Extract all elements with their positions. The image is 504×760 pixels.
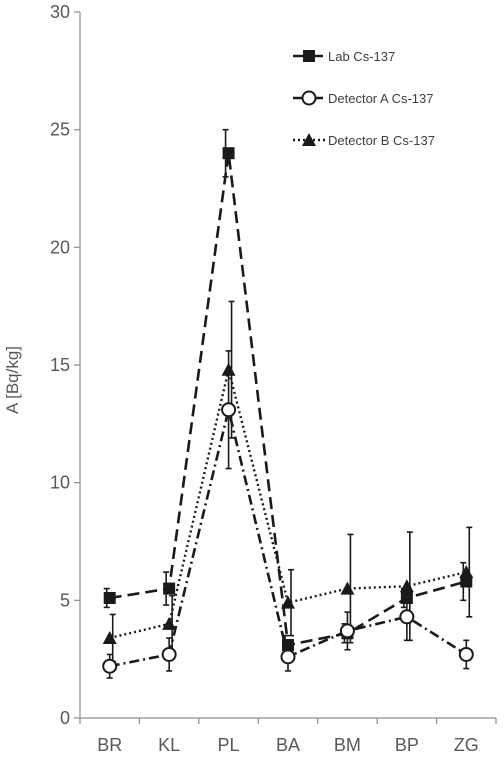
y-axis-title: A [Bq/kg]	[3, 346, 22, 414]
data-point-lab-cs-137	[460, 575, 473, 588]
data-point-detector-b-cs-137	[281, 595, 295, 609]
x-tick-label: PL	[218, 735, 240, 755]
legend-marker	[303, 50, 315, 62]
legend-item-lab-cs-137: Lab Cs-137	[293, 49, 395, 64]
legend-marker	[302, 133, 316, 146]
legend-label: Detector B Cs-137	[328, 133, 435, 148]
x-tick-label: ZG	[454, 735, 479, 755]
y-tick-label: 0	[60, 708, 70, 728]
y-tick-label: 15	[50, 355, 70, 375]
data-point-detector-a-cs-137	[280, 649, 296, 665]
y-tick-label: 10	[50, 473, 70, 493]
data-point-detector-a-cs-137	[399, 609, 415, 625]
data-point-detector-b-cs-137	[162, 616, 177, 630]
data-point-detector-b-cs-137	[102, 630, 117, 644]
x-tick-label: BA	[276, 735, 300, 755]
x-tick-label: BR	[97, 735, 122, 755]
series-line-detector-a-cs-137	[109, 409, 467, 668]
y-tick-label: 25	[50, 120, 70, 140]
legend: Lab Cs-137 Detector A Cs-137 Detector B Cs…	[293, 49, 435, 148]
y-tick-label: 5	[60, 590, 70, 610]
data-point-detector-a-cs-137	[458, 646, 474, 662]
legend-marker	[301, 90, 317, 106]
data-point-detector-a-cs-137	[339, 623, 355, 639]
data-point-lab-cs-137	[222, 147, 235, 160]
x-tick-label: BP	[395, 735, 419, 755]
data-point-detector-b-cs-137	[399, 579, 414, 593]
data-point-detector-b-cs-137	[221, 362, 236, 376]
legend-item-detector-b-cs-137: Detector B Cs-137	[293, 133, 435, 148]
markers	[102, 147, 474, 674]
x-ticks: BR KL PL BA BM BP ZG	[79, 718, 497, 755]
y-tick-label: 20	[50, 237, 70, 257]
y-tick-label: 30	[50, 2, 70, 22]
data-point-detector-b-cs-137	[340, 581, 355, 595]
legend-label: Lab Cs-137	[328, 49, 395, 64]
data-point-detector-b-cs-137	[459, 565, 474, 579]
axes	[79, 12, 496, 719]
legend-item-detector-a-cs-137: Detector A Cs-137	[293, 90, 434, 106]
x-tick-label: KL	[158, 735, 180, 755]
data-point-detector-a-cs-137	[221, 402, 237, 418]
data-point-lab-cs-137	[400, 591, 413, 604]
y-ticks: 0 5 10 15 20 25 30	[50, 2, 80, 728]
legend-label: Detector A Cs-137	[328, 91, 434, 106]
data-point-detector-a-cs-137	[161, 646, 177, 662]
x-tick-label: BM	[334, 735, 361, 755]
data-point-detector-a-cs-137	[102, 658, 118, 674]
series-line-lab-cs-137	[109, 153, 467, 647]
data-point-lab-cs-137	[163, 582, 176, 595]
data-point-lab-cs-137	[103, 591, 116, 604]
data-point-lab-cs-137	[282, 639, 294, 652]
